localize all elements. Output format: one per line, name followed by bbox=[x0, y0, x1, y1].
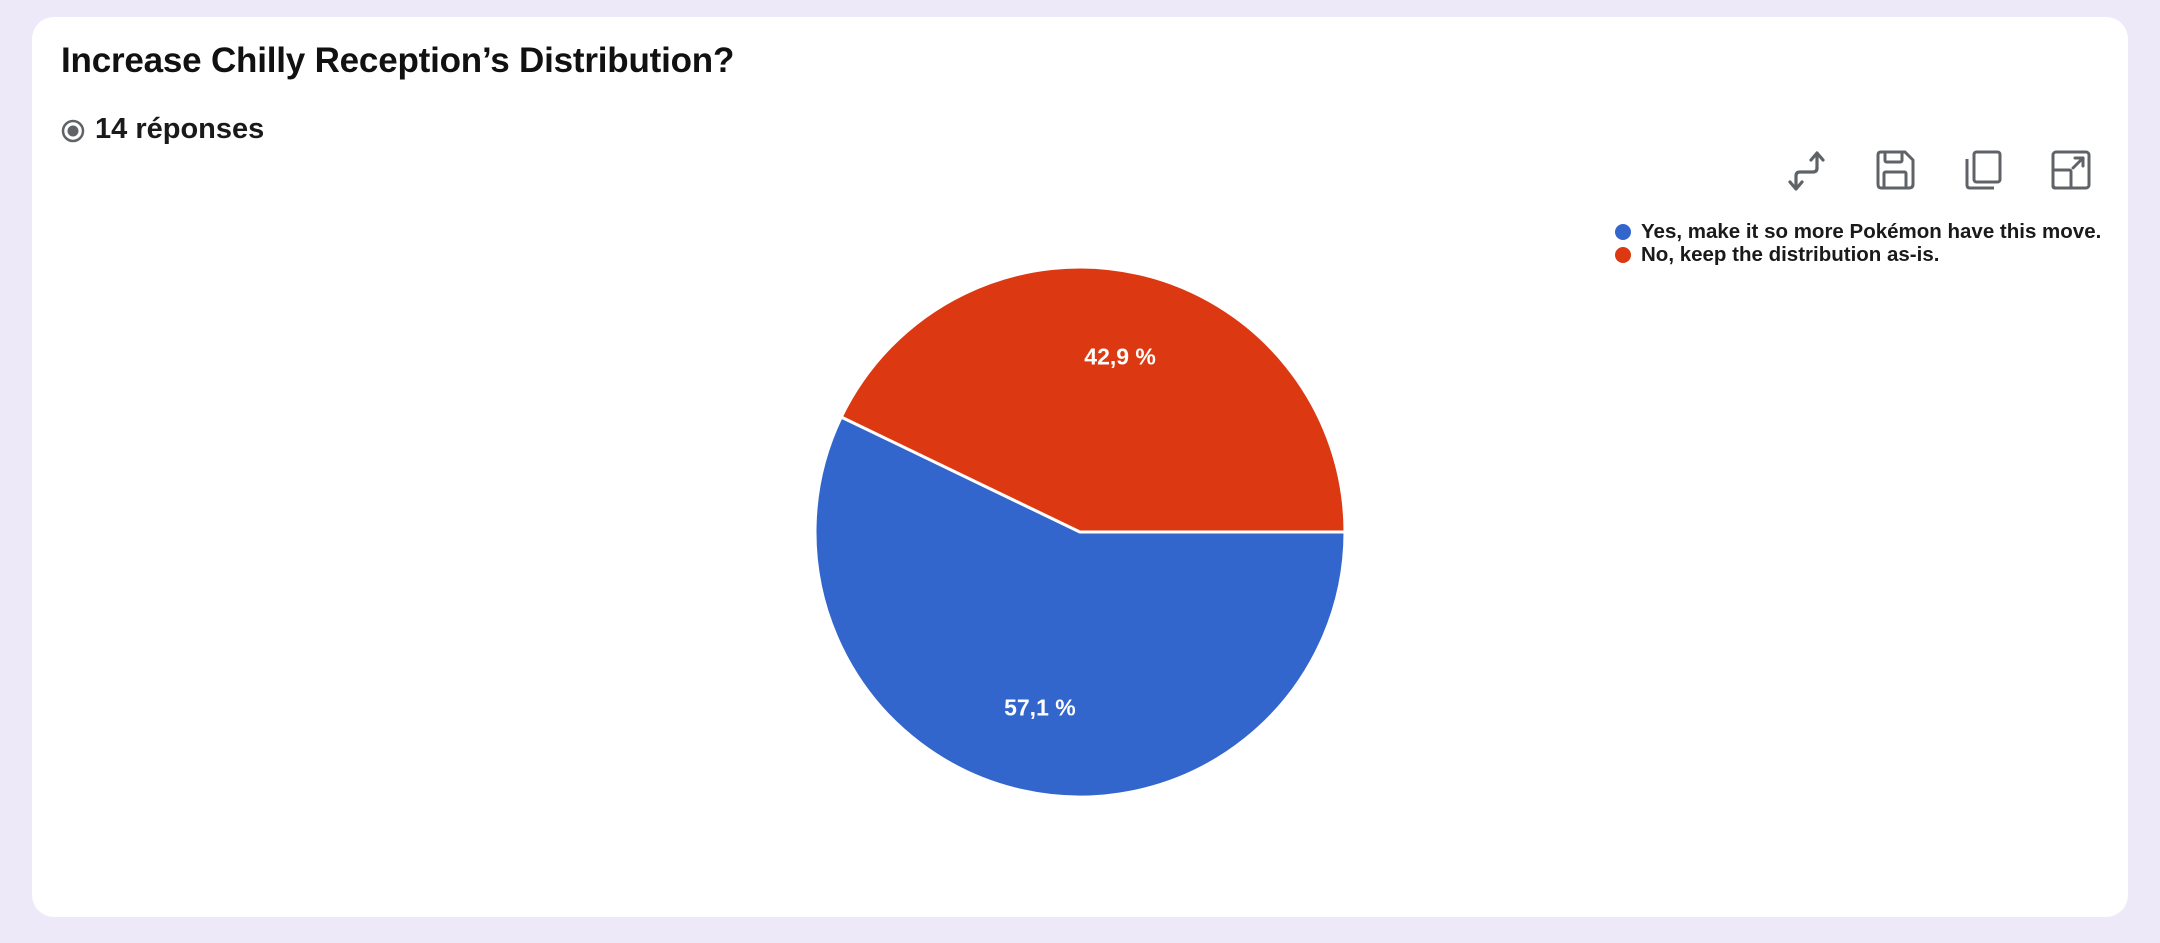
save-icon bbox=[1876, 150, 1915, 190]
chart-legend: Yes, make it so more Pokémon have this m… bbox=[1615, 220, 2101, 266]
legend-item-no: No, keep the distribution as-is. bbox=[1615, 243, 2101, 266]
copy-chart-button[interactable] bbox=[1960, 147, 2006, 193]
legend-item-yes: Yes, make it so more Pokémon have this m… bbox=[1615, 220, 2101, 243]
save-chart-button[interactable] bbox=[1872, 147, 1918, 193]
legend-swatch-yes bbox=[1615, 223, 1631, 240]
legend-swatch-no bbox=[1615, 246, 1631, 263]
copy-icon bbox=[1965, 150, 2002, 190]
legend-label-no: No, keep the distribution as-is. bbox=[1641, 242, 1940, 266]
swap-arrows-icon bbox=[1788, 151, 1825, 191]
expand-chart-button[interactable] bbox=[2048, 147, 2094, 193]
response-count-label: 14 réponses bbox=[95, 113, 265, 145]
response-count: 14 réponses bbox=[61, 113, 264, 146]
chart-toolbar bbox=[1784, 147, 2094, 193]
swap-axes-button[interactable] bbox=[1784, 147, 1830, 193]
pie-label-no: 42,9 % bbox=[1084, 343, 1156, 369]
legend-label-yes: Yes, make it so more Pokémon have this m… bbox=[1641, 219, 2102, 243]
chart-card: Increase Chilly Reception’s Distribution… bbox=[32, 17, 2128, 917]
pie-label-yes: 57,1 % bbox=[1004, 695, 1076, 721]
pie-slice-no[interactable] bbox=[839, 265, 1347, 534]
pie-chart: 57,1 % 42,9 % bbox=[813, 265, 1347, 799]
pie-slice-yes[interactable] bbox=[813, 415, 1347, 799]
radio-indicator-icon bbox=[61, 118, 85, 142]
expand-icon bbox=[2051, 150, 2091, 190]
chart-title: Increase Chilly Reception’s Distribution… bbox=[61, 41, 735, 80]
